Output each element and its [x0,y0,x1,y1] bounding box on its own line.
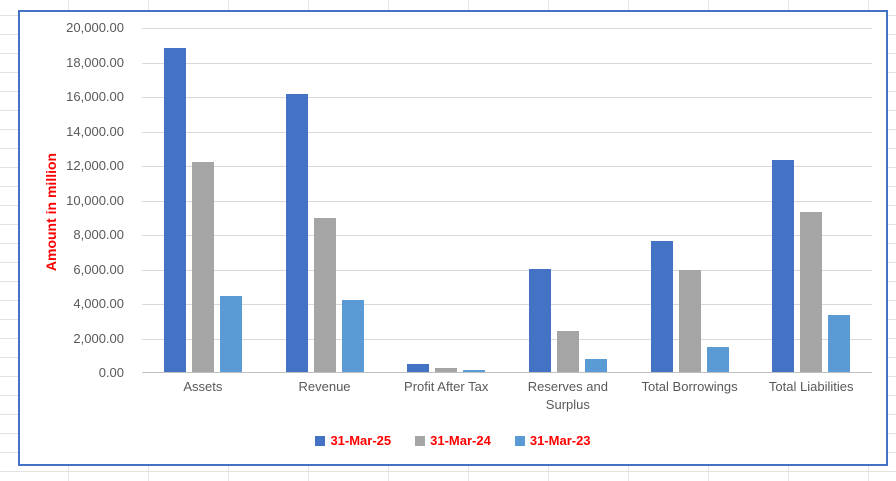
x-axis-category-label: Total Borrowings [641,379,738,394]
bar-group-profit-after-tax [385,28,507,372]
bar-31-mar-25-reserves-and-surplus[interactable] [528,269,551,372]
gridline [142,62,872,64]
bar-31-mar-24-revenue[interactable] [313,217,336,372]
plot-area [142,28,872,373]
y-axis-tick-label: 4,000.00 [73,296,124,311]
gridline [142,200,872,202]
bar-31-mar-23-assets[interactable] [219,296,242,372]
legend-item-31-mar-25[interactable]: 31-Mar-25 [315,433,391,448]
bar-groups [142,28,872,372]
y-axis-tick-label: 2,000.00 [73,330,124,346]
legend-swatch-icon [315,435,326,446]
bar-31-mar-25-revenue[interactable] [285,94,308,372]
x-axis-category-label: Profit After Tax [404,379,489,394]
y-axis-tick-label: 18,000.00 [66,54,124,70]
bar-31-mar-23-revenue[interactable] [341,299,364,372]
y-axis-tick-label: 8,000.00 [73,227,124,242]
x-axis-category-label: Reserves and Surplus [527,379,608,412]
x-axis-label-cell: Revenue [264,378,386,413]
bar-group-total-liabilities [750,28,872,372]
bar-31-mar-24-reserves-and-surplus[interactable] [556,330,579,372]
x-axis-category-label: Assets [183,379,223,394]
gridline [142,338,872,340]
y-axis-tick-label: 0.00 [98,365,124,380]
x-axis-category-label: Revenue [298,379,351,394]
gridline [142,28,872,29]
gridline [142,235,872,236]
legend: 31-Mar-25 31-Mar-24 31-Mar-23 [20,433,886,448]
bar-31-mar-24-assets[interactable] [191,162,214,372]
bar-31-mar-25-profit-after-tax[interactable] [407,364,430,372]
gridline [142,269,872,271]
bar-31-mar-24-total-borrowings[interactable] [678,270,701,372]
bar-31-mar-23-total-borrowings[interactable] [706,347,729,372]
bar-group-reserves-and-surplus [507,28,629,372]
legend-label: 31-Mar-23 [529,433,591,448]
x-axis-label-cell: Assets [142,378,264,413]
bar-group-total-borrowings [629,28,751,372]
legend-item-31-mar-23[interactable]: 31-Mar-23 [514,433,591,448]
gridline [142,166,872,167]
y-axis-tick-label: 16,000.00 [66,89,124,104]
y-axis-tick-label: 6,000.00 [73,261,124,277]
legend-item-31-mar-24[interactable]: 31-Mar-24 [415,433,491,448]
bar-31-mar-23-reserves-and-surplus[interactable] [584,359,607,372]
x-axis-label-cell: Total Borrowings [629,378,751,413]
bar-31-mar-23-total-liabilities[interactable] [828,315,851,372]
bar-31-mar-25-assets[interactable] [163,47,186,372]
bar-group-assets [142,28,264,372]
legend-swatch-icon [514,435,525,446]
bar-group-revenue [264,28,386,372]
x-axis-label-cell: Total Liabilities [750,378,872,413]
gridline [142,97,872,98]
x-axis-category-label: Total Liabilities [768,379,854,394]
y-axis-tick-label: 10,000.00 [66,192,124,208]
y-axis-tick-label: 14,000.00 [66,123,124,139]
bar-31-mar-23-profit-after-tax[interactable] [463,369,486,372]
gridline [142,131,872,133]
y-axis-tick-label: 12,000.00 [66,158,124,173]
bar-31-mar-24-total-liabilities[interactable] [800,211,823,372]
bar-31-mar-24-profit-after-tax[interactable] [435,367,458,372]
bar-chart[interactable]: Amount in million 0.00 2,000.00 4,000.00 6,… [18,10,888,466]
x-axis-category-labels: Assets Revenue Profit After Tax Reserves an… [142,378,872,413]
x-axis-label-cell: Reserves and Surplus [507,378,629,413]
legend-label: 31-Mar-25 [330,433,392,448]
y-axis-tick-label: 20,000.00 [66,20,124,35]
bar-31-mar-25-total-liabilities[interactable] [772,159,795,372]
gridline [142,304,872,305]
legend-label: 31-Mar-24 [430,433,491,448]
legend-swatch-icon [415,435,426,446]
x-axis-label-cell: Profit After Tax [385,378,507,413]
bar-31-mar-25-total-borrowings[interactable] [650,240,673,372]
